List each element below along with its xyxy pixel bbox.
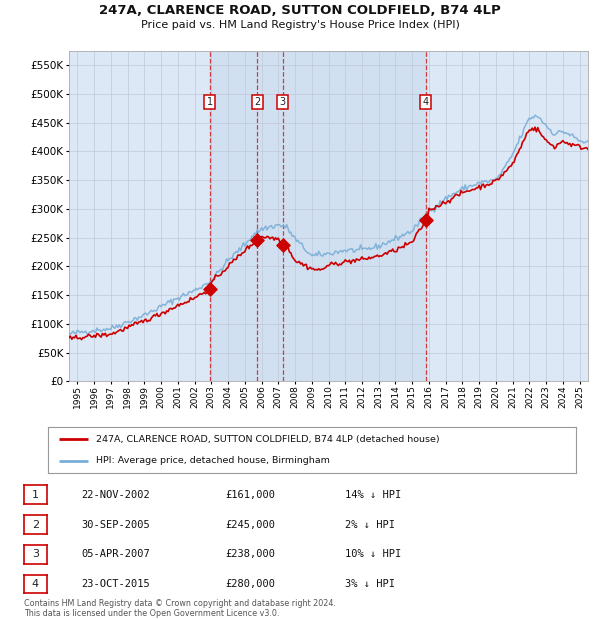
Text: Price paid vs. HM Land Registry's House Price Index (HPI): Price paid vs. HM Land Registry's House …	[140, 20, 460, 30]
Text: 4: 4	[32, 579, 39, 589]
Text: 3% ↓ HPI: 3% ↓ HPI	[345, 579, 395, 589]
Bar	[209, 51, 426, 381]
Text: £245,000: £245,000	[225, 520, 275, 529]
Text: 4: 4	[423, 97, 429, 107]
Text: 2: 2	[254, 97, 260, 107]
Text: 3: 3	[280, 97, 286, 107]
Text: 1: 1	[32, 490, 39, 500]
Text: £238,000: £238,000	[225, 549, 275, 559]
Text: 22-NOV-2002: 22-NOV-2002	[81, 490, 150, 500]
Text: HPI: Average price, detached house, Birmingham: HPI: Average price, detached house, Birm…	[95, 456, 329, 465]
Text: 247A, CLARENCE ROAD, SUTTON COLDFIELD, B74 4LP (detached house): 247A, CLARENCE ROAD, SUTTON COLDFIELD, B…	[95, 435, 439, 444]
Point	[253, 236, 262, 246]
Text: 2% ↓ HPI: 2% ↓ HPI	[345, 520, 395, 529]
Text: 10% ↓ HPI: 10% ↓ HPI	[345, 549, 401, 559]
Text: 2: 2	[32, 520, 39, 529]
Text: 247A, CLARENCE ROAD, SUTTON COLDFIELD, B74 4LP: 247A, CLARENCE ROAD, SUTTON COLDFIELD, B…	[99, 4, 501, 17]
Text: Contains HM Land Registry data © Crown copyright and database right 2024.
This d: Contains HM Land Registry data © Crown c…	[24, 599, 336, 618]
Text: 30-SEP-2005: 30-SEP-2005	[81, 520, 150, 529]
Text: 1: 1	[206, 97, 212, 107]
Text: 14% ↓ HPI: 14% ↓ HPI	[345, 490, 401, 500]
Point	[205, 284, 214, 294]
Point	[278, 239, 287, 249]
Text: 05-APR-2007: 05-APR-2007	[81, 549, 150, 559]
Text: 3: 3	[32, 549, 39, 559]
Point	[421, 215, 431, 225]
Text: £280,000: £280,000	[225, 579, 275, 589]
Text: 23-OCT-2015: 23-OCT-2015	[81, 579, 150, 589]
Text: £161,000: £161,000	[225, 490, 275, 500]
